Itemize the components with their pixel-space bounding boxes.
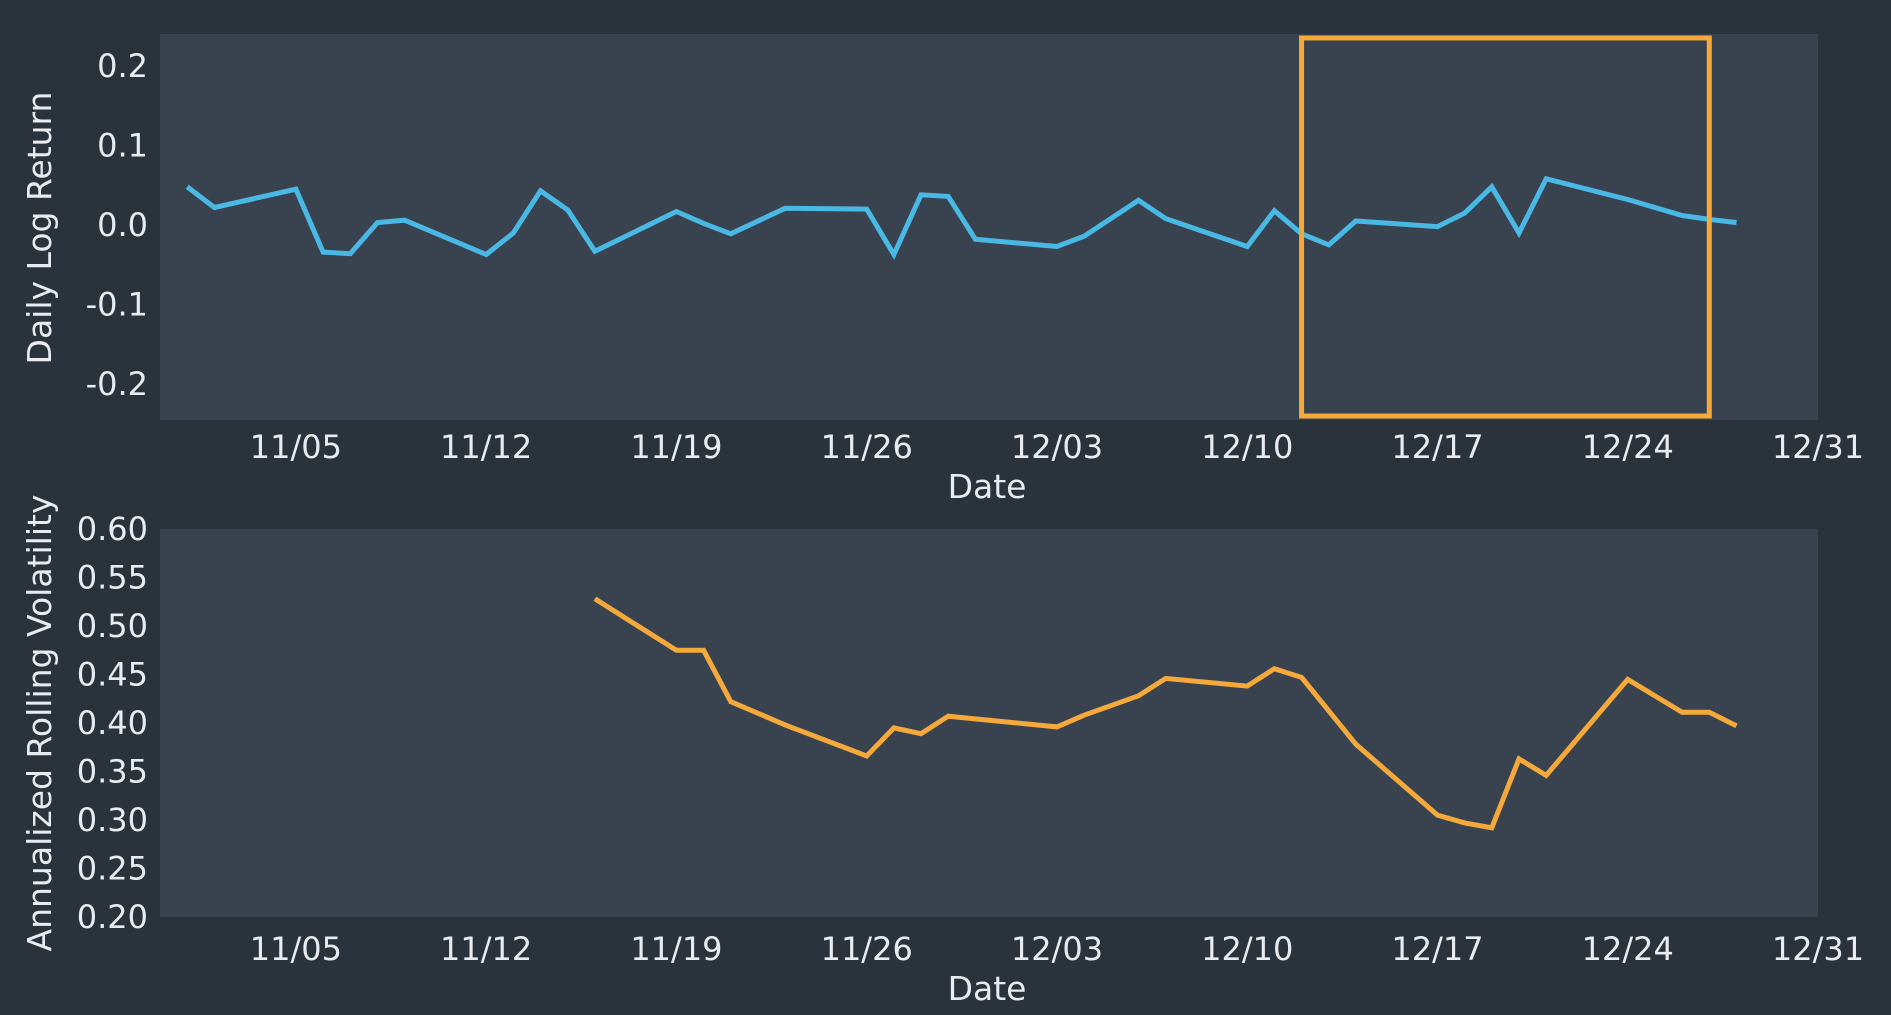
- x-tick-label: 11/26: [821, 428, 913, 466]
- y-tick-label: -0.1: [86, 286, 148, 324]
- x-tick-label: 12/31: [1772, 930, 1864, 968]
- log-return-line: [185, 175, 1737, 260]
- highlight-box-layer: [1299, 35, 1712, 419]
- y-tick-label: 0.55: [77, 559, 148, 597]
- y-tick-label: 0.2: [97, 47, 148, 85]
- volatility-line: [593, 596, 1738, 831]
- x-tick-label: 11/19: [630, 428, 722, 466]
- volatility-panel: 0.60 0.55 0.50 0.45 0.40 0.35 0.30 0.25 0.20 11/…: [20, 495, 1864, 1008]
- y-tick-label: 0.35: [77, 753, 148, 791]
- x-tick-label: 11/05: [250, 930, 342, 968]
- x-tick-label: 11/12: [440, 930, 532, 968]
- log-return-series: [185, 175, 1737, 260]
- volatility-y-ticks: 0.60 0.55 0.50 0.45 0.40 0.35 0.30 0.25 0.20: [77, 510, 148, 936]
- x-tick-label: 12/03: [1011, 930, 1103, 968]
- x-tick-label: 11/26: [821, 930, 913, 968]
- log-return-x-ticks: 11/05 11/12 11/19 11/26 12/03 12/10 12/17 12/24…: [250, 428, 1864, 466]
- y-tick-label: 0.60: [77, 510, 148, 548]
- log-return-y-axis-label: Daily Log Return: [20, 92, 59, 365]
- log-return-panel: 0.2 0.1 0.0 -0.1 -0.2 11/05 11/12 11/19 11/26 12…: [20, 34, 1864, 506]
- y-tick-label: 0.30: [77, 801, 148, 839]
- y-tick-label: 0.25: [77, 850, 148, 888]
- y-tick-label: 0.45: [77, 656, 148, 694]
- y-tick-label: 0.50: [77, 607, 148, 645]
- x-tick-label: 11/05: [250, 428, 342, 466]
- x-tick-label: 11/19: [630, 930, 722, 968]
- log-return-plot-area: [160, 34, 1818, 420]
- volatility-x-axis-label: Date: [948, 969, 1027, 1008]
- x-tick-label: 12/24: [1582, 930, 1674, 968]
- x-tick-label: 11/12: [440, 428, 532, 466]
- x-tick-label: 12/03: [1011, 428, 1103, 466]
- y-tick-label: 0.20: [77, 898, 148, 936]
- log-return-y-ticks: 0.2 0.1 0.0 -0.1 -0.2: [86, 47, 148, 403]
- x-tick-label: 12/17: [1391, 428, 1483, 466]
- y-tick-label: -0.2: [86, 365, 148, 403]
- x-tick-label: 12/24: [1582, 428, 1674, 466]
- x-tick-label: 12/31: [1772, 428, 1864, 466]
- y-tick-label: 0.0: [97, 206, 148, 244]
- x-tick-label: 12/10: [1201, 428, 1293, 466]
- y-tick-label: 0.40: [77, 704, 148, 742]
- volatility-plot-area: [160, 529, 1818, 917]
- highlight-box: [1299, 35, 1712, 419]
- volatility-series: [593, 596, 1738, 831]
- volatility-y-axis-label: Annualized Rolling Volatility: [20, 495, 59, 952]
- x-tick-label: 12/10: [1201, 930, 1293, 968]
- x-tick-label: 12/17: [1391, 930, 1483, 968]
- log-return-x-axis-label: Date: [948, 467, 1027, 506]
- volatility-x-ticks: 11/05 11/12 11/19 11/26 12/03 12/10 12/17 12/24…: [250, 930, 1864, 968]
- y-tick-label: 0.1: [97, 126, 148, 164]
